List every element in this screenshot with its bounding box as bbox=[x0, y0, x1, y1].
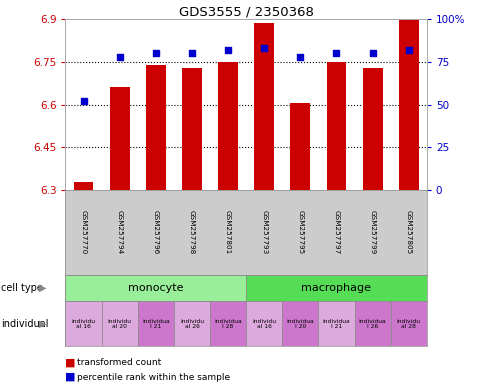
Point bbox=[296, 54, 303, 60]
Text: GSM257798: GSM257798 bbox=[189, 210, 195, 255]
Text: ▶: ▶ bbox=[39, 319, 46, 329]
Text: individual: individual bbox=[1, 319, 49, 329]
Text: ▶: ▶ bbox=[39, 283, 46, 293]
Bar bbox=[109, 87, 129, 190]
Point bbox=[151, 50, 159, 56]
Text: individua
l 26: individua l 26 bbox=[358, 318, 386, 329]
Point bbox=[116, 54, 123, 60]
Text: macrophage: macrophage bbox=[301, 283, 371, 293]
Text: individua
l 28: individua l 28 bbox=[214, 318, 242, 329]
Text: individu
al 28: individu al 28 bbox=[396, 318, 420, 329]
Point bbox=[188, 50, 196, 56]
Text: individu
al 16: individu al 16 bbox=[252, 318, 275, 329]
Bar bbox=[326, 62, 346, 190]
Bar bbox=[282, 301, 318, 346]
Text: GSM257770: GSM257770 bbox=[80, 210, 86, 255]
Point bbox=[260, 45, 268, 51]
Text: individua
l 21: individua l 21 bbox=[322, 318, 349, 329]
Point bbox=[404, 47, 412, 53]
Bar bbox=[65, 275, 245, 301]
Bar bbox=[210, 301, 245, 346]
Text: GSM257793: GSM257793 bbox=[261, 210, 267, 255]
Bar bbox=[398, 19, 418, 190]
Bar bbox=[74, 182, 93, 190]
Bar bbox=[290, 103, 310, 190]
Text: individu
al 16: individu al 16 bbox=[72, 318, 95, 329]
Text: GSM257795: GSM257795 bbox=[297, 210, 302, 255]
Text: GSM257796: GSM257796 bbox=[152, 210, 158, 255]
Text: GSM257805: GSM257805 bbox=[405, 210, 411, 255]
Text: ■: ■ bbox=[65, 372, 76, 382]
Bar bbox=[182, 68, 201, 190]
Bar bbox=[354, 301, 390, 346]
Point bbox=[79, 98, 87, 104]
Bar bbox=[390, 301, 426, 346]
Bar bbox=[318, 301, 354, 346]
Bar bbox=[173, 301, 210, 346]
Text: transformed count: transformed count bbox=[76, 358, 161, 367]
Text: individua
l 21: individua l 21 bbox=[142, 318, 169, 329]
Text: cell type: cell type bbox=[1, 283, 43, 293]
Bar bbox=[137, 301, 173, 346]
Text: individu
al 20: individu al 20 bbox=[107, 318, 131, 329]
Title: GDS3555 / 2350368: GDS3555 / 2350368 bbox=[178, 5, 313, 18]
Bar bbox=[218, 62, 238, 190]
Bar bbox=[245, 275, 426, 301]
Bar bbox=[65, 301, 102, 346]
Text: monocyte: monocyte bbox=[128, 283, 183, 293]
Text: GSM257794: GSM257794 bbox=[117, 210, 122, 255]
Bar bbox=[146, 65, 166, 190]
Text: GSM257801: GSM257801 bbox=[225, 210, 230, 255]
Text: GSM257797: GSM257797 bbox=[333, 210, 339, 255]
Text: GSM257799: GSM257799 bbox=[369, 210, 375, 255]
Bar bbox=[362, 68, 382, 190]
Text: ■: ■ bbox=[65, 358, 76, 368]
Bar bbox=[245, 301, 282, 346]
Text: percentile rank within the sample: percentile rank within the sample bbox=[76, 372, 229, 382]
Point bbox=[368, 50, 376, 56]
Text: individua
l 20: individua l 20 bbox=[286, 318, 314, 329]
Text: individu
al 26: individu al 26 bbox=[180, 318, 203, 329]
Bar bbox=[254, 23, 273, 190]
Point bbox=[224, 47, 231, 53]
Bar bbox=[102, 301, 137, 346]
Point bbox=[332, 50, 340, 56]
